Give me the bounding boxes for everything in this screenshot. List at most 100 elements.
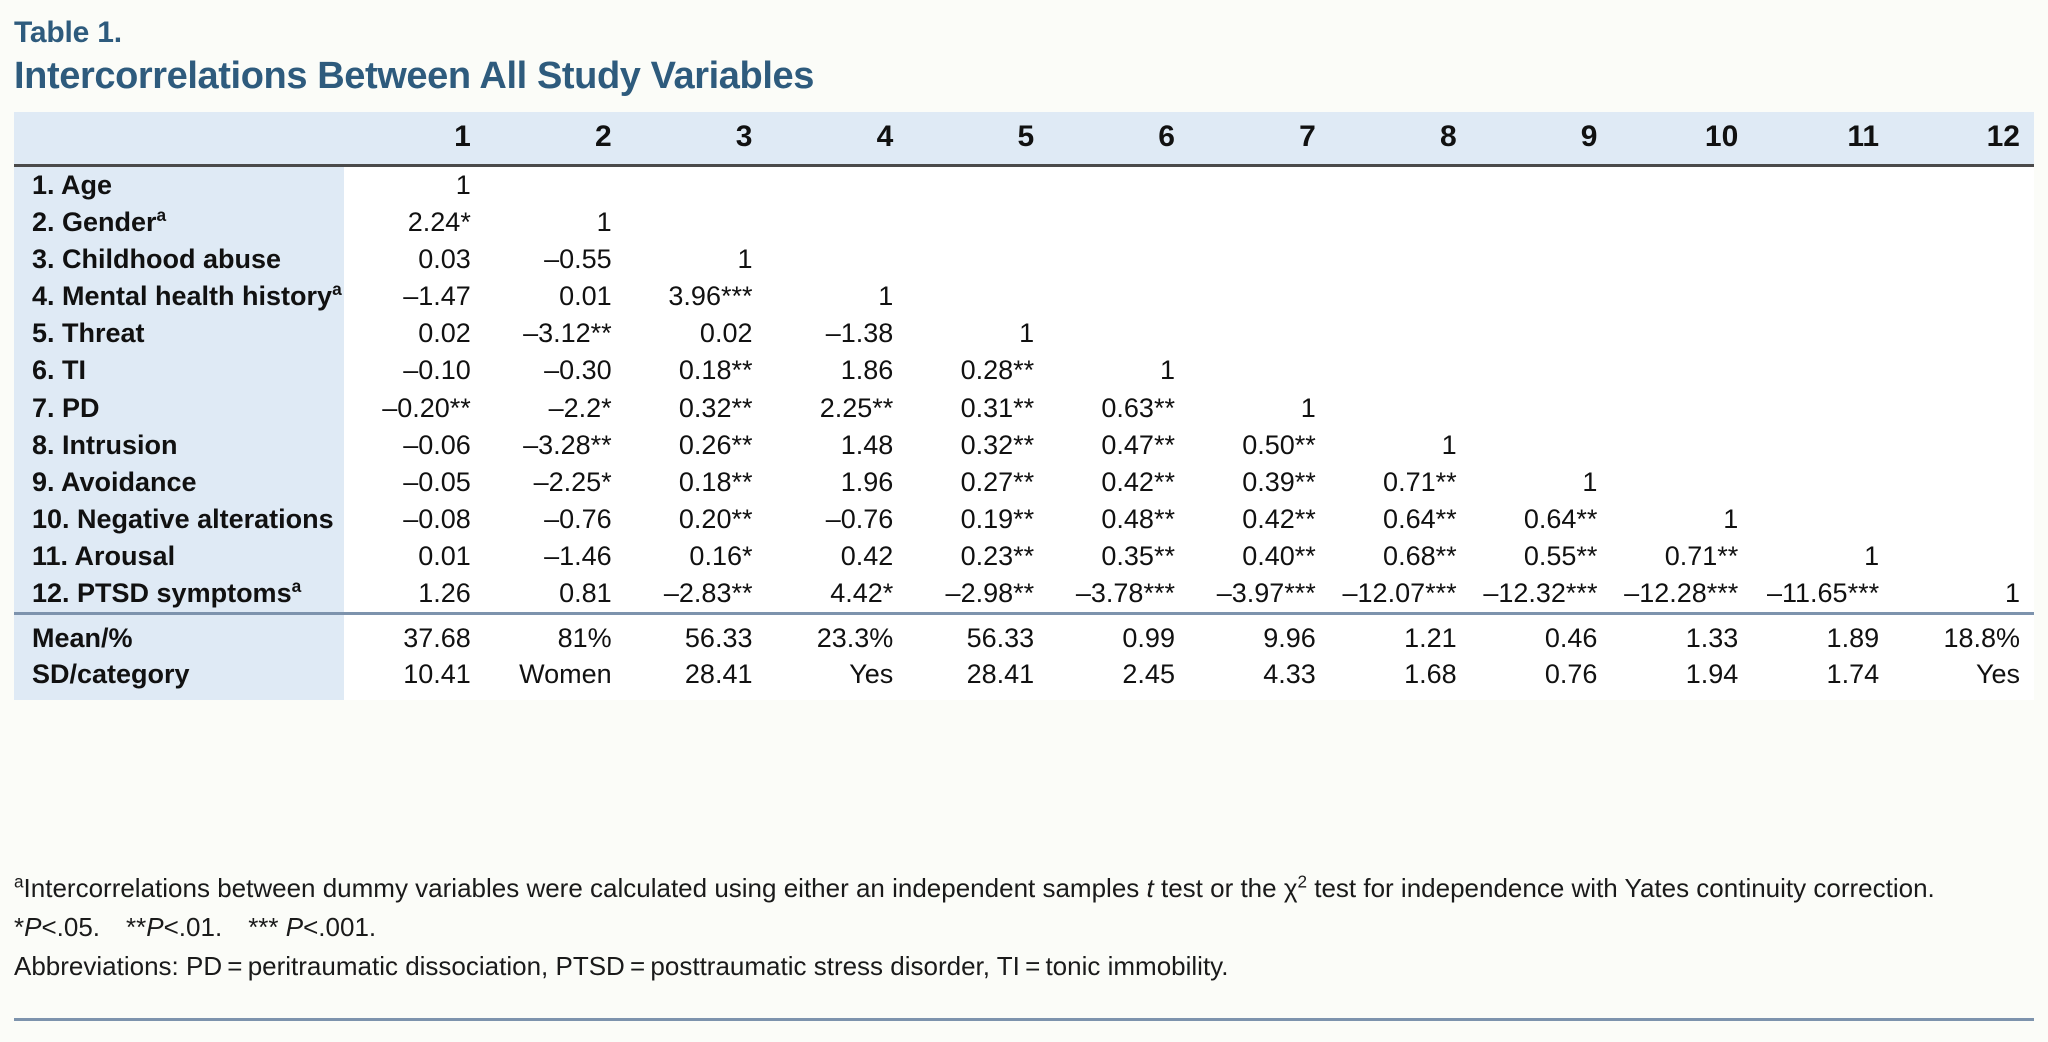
cell-r9-c5: 0.27** [907, 463, 1049, 501]
cell-r11-c2: –1.46 [484, 537, 626, 576]
p-symbol: P [24, 911, 42, 942]
cell-r11-c9: 0.55** [1470, 537, 1612, 576]
cell-r3-c4 [766, 241, 908, 279]
cell-r2-c1: 2.24* [344, 204, 485, 242]
cell-r9-c1: –0.05 [344, 463, 485, 501]
sd-value: 1.94 [1685, 658, 1739, 689]
cell-r4-c11 [1752, 278, 1894, 316]
cell-r1-c4 [766, 165, 908, 205]
sd-value: Women [519, 658, 612, 689]
sd-value: 4.33 [1263, 658, 1316, 689]
column-header-7: 7 [1188, 112, 1330, 166]
table-row: 11. Arousal 0.01 –1.46 0.16* 0.42 0.23** 0.35*… [14, 537, 2034, 576]
summary-cell-c2: 81% Women [484, 612, 626, 701]
cell-r7-c2: –2.2* [484, 389, 626, 427]
cell-r4-c9 [1470, 278, 1612, 316]
footnote-a: aIntercorrelations between dummy variabl… [14, 872, 2034, 906]
cell-r2-c2: 1 [484, 204, 626, 242]
cell-r3-c7 [1188, 241, 1330, 279]
cell-r7-c8 [1329, 389, 1471, 427]
cell-r5-c6 [1048, 315, 1189, 353]
cell-r12-c3: –2.83** [625, 575, 767, 614]
footnote-a-marker: a [14, 871, 24, 892]
sd-value: 1.74 [1826, 658, 1880, 689]
cell-r2-c5 [907, 204, 1049, 242]
table-row: 9. Avoidance –0.05 –2.25* 0.18** 1.96 0.27** 0… [14, 463, 2034, 501]
cell-r7-c12 [1893, 389, 2034, 427]
footnote-marker: a [291, 576, 302, 597]
cell-r9-c3: 0.18** [625, 463, 767, 501]
cell-r2-c9 [1470, 204, 1612, 242]
significance-item-1: *P<.05. [14, 911, 101, 942]
summary-cell-c3: 56.33 28.41 [625, 612, 767, 701]
mean-value: 23.3% [816, 623, 894, 654]
cell-r11-c7: 0.40** [1188, 537, 1330, 576]
cell-r10-c7: 0.42** [1188, 500, 1330, 538]
cell-r2-c12 [1893, 204, 2034, 242]
cell-r11-c11: 1 [1752, 537, 1894, 576]
cell-r10-c10: 1 [1611, 500, 1753, 538]
cell-r4-c8 [1329, 278, 1471, 316]
cell-r6-c1: –0.10 [344, 352, 485, 390]
p-symbol: P [278, 911, 304, 942]
column-header-11: 11 [1752, 112, 1894, 166]
cell-r3-c11 [1752, 241, 1894, 279]
summary-cell-c10: 1.33 1.94 [1611, 612, 1753, 701]
cell-r7-c1: –0.20** [344, 389, 485, 427]
table-row: 1. Age 1 [14, 165, 2034, 205]
mean-value: 56.33 [966, 623, 1035, 654]
cell-r9-c12 [1893, 463, 2034, 501]
cell-r4-c6 [1048, 278, 1189, 316]
table-row: 3. Childhood abuse 0.03 –0.55 1 [14, 241, 2034, 279]
cell-r7-c4: 2.25** [766, 389, 908, 427]
cell-r1-c8 [1329, 165, 1471, 205]
cell-r10-c6: 0.48** [1048, 500, 1189, 538]
footnote-marker: a [156, 205, 167, 226]
cell-r9-c4: 1.96 [766, 463, 908, 501]
cell-r10-c2: –0.76 [484, 500, 626, 538]
significance-item-3: *** P<.001. [248, 911, 377, 942]
cell-r7-c11 [1752, 389, 1894, 427]
table-body: 1. Age 1 2. Gendera 2.24* 1 3. Childhood abus… [14, 165, 2034, 701]
cell-r5-c8 [1329, 315, 1471, 353]
cell-r4-c4: 1 [766, 278, 908, 316]
cell-r9-c10 [1611, 463, 1753, 501]
cell-r10-c1: –0.08 [344, 500, 485, 538]
mean-value: 1.89 [1826, 623, 1880, 654]
summary-cell-c1: 37.68 10.41 [344, 612, 485, 701]
cell-r6-c4: 1.86 [766, 352, 908, 390]
mean-value: 1.21 [1404, 623, 1457, 654]
cell-r11-c10: 0.71** [1611, 537, 1753, 576]
cell-r5-c11 [1752, 315, 1894, 353]
cell-r5-c10 [1611, 315, 1753, 353]
summary-cell-c9: 0.46 0.76 [1470, 612, 1612, 701]
cell-r6-c5: 0.28** [907, 352, 1049, 390]
summary-row: Mean/% SD/category 37.68 10.41 81% Women 56.33… [14, 612, 2034, 701]
cell-r1-c11 [1752, 165, 1894, 205]
cell-r2-c7 [1188, 204, 1330, 242]
cell-r8-c8: 1 [1329, 426, 1471, 464]
cell-r8-c4: 1.48 [766, 426, 908, 464]
cell-r11-c5: 0.23** [907, 537, 1049, 576]
cell-r5-c2: –3.12** [484, 315, 626, 353]
cell-r10-c4: –0.76 [766, 500, 908, 538]
cell-r3-c5 [907, 241, 1049, 279]
summary-cell-c11: 1.89 1.74 [1752, 612, 1894, 701]
cell-r5-c7 [1188, 315, 1330, 353]
cell-r6-c6: 1 [1048, 352, 1189, 390]
sd-value: 28.41 [966, 658, 1035, 689]
column-header-5: 5 [907, 112, 1049, 166]
chi-square-exponent: 2 [1297, 871, 1308, 892]
cell-r2-c11 [1752, 204, 1894, 242]
header-row: 1 2 3 4 5 6 7 8 9 10 11 12 [14, 112, 2034, 166]
cell-r9-c8: 0.71** [1329, 463, 1471, 501]
cell-r8-c10 [1611, 426, 1753, 464]
row-label: 3. Childhood abuse [14, 241, 344, 279]
cell-r4-c12 [1893, 278, 2034, 316]
mean-value: 1.33 [1685, 623, 1739, 654]
cell-r8-c6: 0.47** [1048, 426, 1189, 464]
table-row: 10. Negative alterations –0.08 –0.76 0.20**… [14, 500, 2034, 538]
footnote-t-symbol: t [1146, 873, 1154, 903]
cell-r8-c7: 0.50** [1188, 426, 1330, 464]
column-header-variable [14, 112, 344, 166]
